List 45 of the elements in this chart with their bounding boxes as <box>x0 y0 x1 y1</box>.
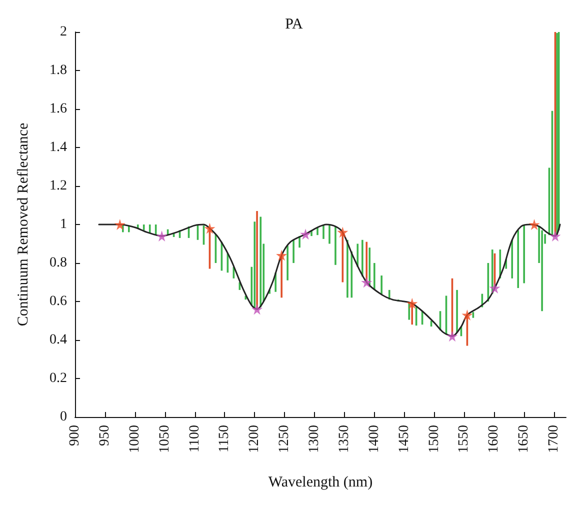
y-tick-label: 1.6 <box>50 102 67 116</box>
y-tick-label: 0.8 <box>50 256 67 270</box>
x-tick-label: 1600 <box>486 425 502 453</box>
point <box>252 304 263 315</box>
x-tick-label: 1050 <box>157 425 172 453</box>
point <box>337 226 348 238</box>
point <box>156 230 168 242</box>
point <box>550 230 561 242</box>
x-axis-title: Wavelength (nm) <box>268 474 373 490</box>
y-tick-label: 2 <box>60 24 67 40</box>
x-tick-label: 1100 <box>187 425 202 452</box>
x-tick-label: 900 <box>68 425 82 446</box>
x-tick-label: 1350 <box>336 425 352 453</box>
point <box>361 276 372 288</box>
point <box>204 222 216 234</box>
x-tick-label: 1150 <box>217 425 232 452</box>
y-tick-label: 0.2 <box>50 371 67 386</box>
x-tick-label: 1250 <box>277 425 292 453</box>
x-tick-label: 1400 <box>366 425 382 453</box>
point <box>300 228 312 240</box>
y-tick-label: 1 <box>60 217 67 232</box>
point <box>276 250 288 261</box>
y-tick-label: 0.4 <box>50 332 67 348</box>
x-tick-label: 1700 <box>546 425 562 453</box>
x-tick-label: 1200 <box>247 425 262 453</box>
chart-title: PA <box>285 16 304 32</box>
point <box>114 219 126 230</box>
x-tick-label: 1550 <box>456 425 472 453</box>
point <box>489 282 500 294</box>
x-tick-label: 1000 <box>127 425 142 453</box>
point <box>406 298 418 309</box>
x-tick-label: 1300 <box>307 425 322 453</box>
x-tick-label: 1500 <box>426 425 442 453</box>
point <box>528 219 540 230</box>
y-tick-label: 0 <box>60 410 67 424</box>
y-tick-label: 1.4 <box>50 140 67 155</box>
y-axis-title: Continuum Removed Reflectance <box>16 122 32 326</box>
point <box>462 309 473 320</box>
y-tick-label: 0.6 <box>50 294 67 309</box>
x-tick-label: 950 <box>97 425 112 446</box>
x-tick-label: 1450 <box>396 425 412 453</box>
y-tick-label: 1.8 <box>50 63 67 78</box>
point <box>446 330 458 342</box>
x-tick-label: 1650 <box>516 425 532 453</box>
y-tick-label: 1.2 <box>50 178 67 194</box>
